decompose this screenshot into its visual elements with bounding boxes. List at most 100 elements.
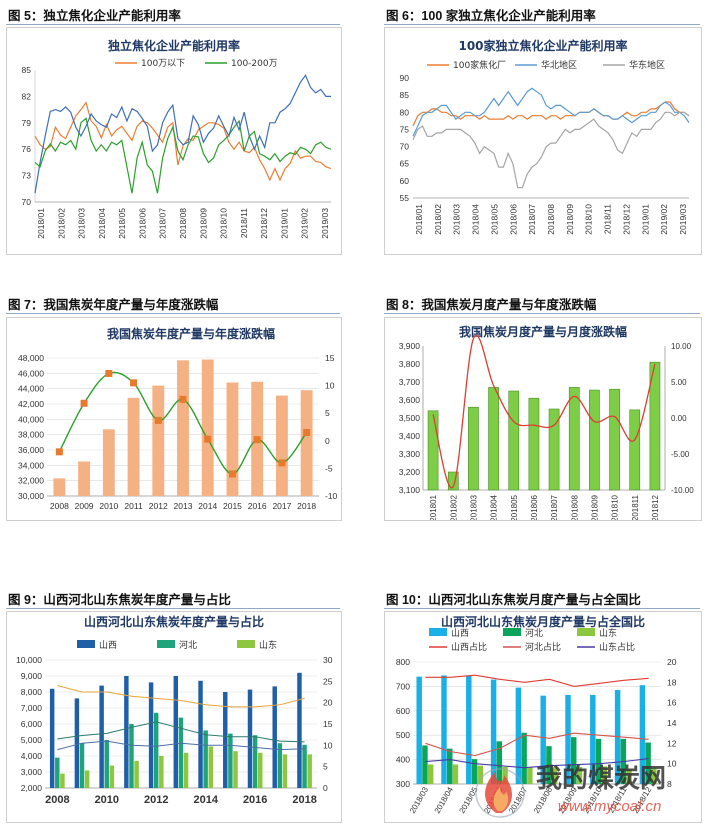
y2-tick-label: 10 bbox=[667, 759, 677, 769]
x-tick-label: 2018/11 bbox=[603, 204, 613, 234]
y2-tick-label: 5.00 bbox=[671, 378, 687, 387]
share-line-5 bbox=[57, 740, 305, 751]
y-tick-label: 7,000 bbox=[21, 703, 43, 713]
y-tick-label: 3,300 bbox=[399, 449, 421, 459]
fig5-rule bbox=[6, 24, 340, 25]
bar-1-2016 bbox=[252, 735, 258, 788]
y2-tick-label: -5.00 bbox=[671, 450, 690, 459]
legend-label-2: 山东 bbox=[599, 627, 617, 639]
y2-tick-label: 30 bbox=[323, 655, 333, 665]
bar-0-2009 bbox=[74, 698, 80, 788]
chart-panel-fig5: 独立焦化企业产能利用率 100万以下 100-200万 70 73 76 79 82 85 201… bbox=[6, 27, 342, 255]
legend-label-1: 河北 bbox=[179, 639, 197, 651]
x-tick-label: 2018/11 bbox=[239, 208, 249, 238]
y-tick-label: 40,000 bbox=[18, 414, 44, 424]
bar-2014 bbox=[201, 359, 214, 496]
x-tick-label: 201812 bbox=[651, 494, 660, 520]
x-tick-label: 2019/02 bbox=[659, 204, 669, 235]
y-tick-label: 4,000 bbox=[21, 751, 43, 761]
chart-title: 我国焦炭月度产量与月度涨跌幅 bbox=[459, 324, 627, 339]
x-tick-label: 2018/04 bbox=[471, 204, 481, 235]
legend-label-0: 山西 bbox=[99, 640, 117, 651]
bar-2-2014 bbox=[208, 746, 213, 788]
bar-201809 bbox=[589, 389, 600, 491]
y-tick-label: 70 bbox=[400, 142, 410, 152]
y-tick-label: 32,000 bbox=[18, 476, 44, 486]
y2-tick-label: -5 bbox=[325, 463, 333, 473]
bar-1-2014 bbox=[203, 730, 208, 788]
legend-swatch-2 bbox=[237, 640, 255, 648]
x-tick-label: 2018/04 bbox=[433, 785, 456, 815]
bar-2-2018/07 bbox=[527, 767, 533, 784]
bar-2-2017 bbox=[282, 754, 288, 788]
y-tick-label: 3,700 bbox=[399, 377, 421, 387]
y2-tick-label: 25 bbox=[323, 676, 333, 686]
growth-marker-2016 bbox=[253, 436, 261, 444]
y-tick-label: 3,800 bbox=[399, 359, 421, 369]
x-tick-label: 2019/03 bbox=[678, 204, 688, 235]
bar-2-2011 bbox=[134, 760, 139, 788]
fig10-rule bbox=[384, 608, 700, 609]
legend-swatch-2 bbox=[577, 628, 595, 636]
bar-0-2018/05 bbox=[466, 675, 472, 784]
bar-1-2018/12 bbox=[645, 742, 651, 784]
bar-1-2018/08 bbox=[546, 746, 552, 784]
chart-title: 100家独立焦化企业产能利用率 bbox=[458, 38, 627, 53]
legend-swatch-1 bbox=[503, 628, 521, 636]
bar-1-2008 bbox=[55, 757, 60, 788]
growth-marker-2011 bbox=[130, 379, 138, 387]
fig9-title: 图 9：山西河北山东焦炭年度产量与占比 bbox=[8, 593, 231, 607]
growth-marker-2008 bbox=[55, 448, 63, 456]
x-tick-label: 2018/12 bbox=[259, 208, 269, 239]
growth-marker-2015 bbox=[228, 470, 236, 478]
y-tick-label: 500 bbox=[396, 730, 410, 740]
series-line-0 bbox=[412, 101, 690, 127]
y-tick-label: 10,000 bbox=[16, 655, 42, 665]
bar-2-2018/08 bbox=[551, 767, 558, 784]
x-tick-label: 2019/02 bbox=[300, 208, 310, 239]
bar-2-2009 bbox=[84, 770, 90, 788]
x-tick-label: 2009 bbox=[75, 501, 94, 511]
x-tick-label: 2016 bbox=[243, 794, 267, 806]
y2-tick-label: 20 bbox=[667, 657, 677, 667]
y-tick-label: 73 bbox=[22, 171, 32, 181]
x-tick-label: 201808 bbox=[570, 494, 579, 520]
fig5-title: 图 5：独立焦化企业产能利用率 bbox=[8, 9, 181, 23]
bar-201806 bbox=[528, 397, 540, 491]
y-tick-label: 700 bbox=[396, 681, 410, 691]
chart-title: 山西河北山东焦炭月度产量与占全国比 bbox=[441, 614, 645, 629]
y-tick-label: 600 bbox=[396, 706, 410, 716]
bar-2-2018/05 bbox=[477, 765, 483, 784]
bar-2010 bbox=[102, 429, 115, 496]
p7-svg: 我国焦炭年度产量与年度涨跌幅 30,000 32,000 34,000 36,000 38… bbox=[18, 326, 338, 511]
x-tick-label: 2011 bbox=[124, 501, 143, 511]
x-tick-label: 2018/12 bbox=[621, 204, 631, 235]
bar-201802 bbox=[447, 471, 459, 491]
x-tick-label: 2018/09 bbox=[565, 204, 575, 235]
y2-tick-label: 8 bbox=[667, 779, 672, 789]
legend-label-1: 100-200万 bbox=[231, 59, 278, 69]
bar-0-2018/08 bbox=[540, 695, 546, 784]
x-tick-label: 2012 bbox=[144, 794, 168, 806]
bar-0-2018/12 bbox=[639, 685, 646, 784]
x-tick-label: 2018/07 bbox=[158, 208, 168, 239]
bar-2013 bbox=[177, 360, 189, 496]
legend-label-1: 河北 bbox=[525, 627, 543, 639]
bar-2-2018/11 bbox=[626, 768, 632, 784]
legend-label-0: 100万以下 bbox=[141, 59, 185, 69]
bar-201810 bbox=[609, 388, 620, 491]
growth-marker-2009 bbox=[80, 399, 88, 407]
y-tick-label: 55 bbox=[400, 193, 410, 203]
y-tick-label: 80 bbox=[400, 107, 410, 117]
x-tick-label: 201805 bbox=[510, 494, 519, 520]
share-line-4 bbox=[57, 721, 305, 743]
x-tick-label: 2018/02 bbox=[56, 208, 66, 239]
bar-1-2018/06 bbox=[496, 741, 503, 784]
series-line-1 bbox=[412, 87, 690, 137]
x-tick-label: 2018/06 bbox=[508, 204, 518, 235]
share-line-5 bbox=[425, 758, 649, 769]
bar-2-2018 bbox=[307, 754, 312, 788]
growth-marker-2017 bbox=[278, 459, 286, 467]
share-line-4 bbox=[425, 732, 649, 757]
y-tick-label: 75 bbox=[400, 124, 410, 134]
